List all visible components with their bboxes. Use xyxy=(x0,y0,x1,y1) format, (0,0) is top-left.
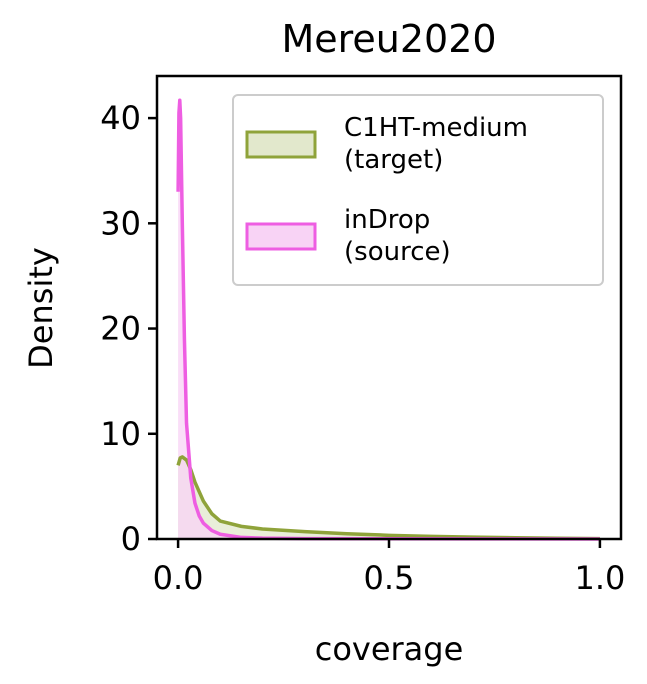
series-line-1 xyxy=(176,455,600,541)
legend-label: (target) xyxy=(344,145,443,175)
y-tick-label: 40 xyxy=(100,99,141,137)
x-tick-label: 0.5 xyxy=(364,559,415,597)
chart-title: Mereu2020 xyxy=(281,17,496,61)
axes: 0.0 0.5 1.0 0 10 20 30 40 xyxy=(100,99,625,597)
y-tick-label: 10 xyxy=(100,415,141,453)
y-tick-label: 0 xyxy=(121,520,141,558)
series-area-1 xyxy=(178,456,600,539)
y-axis-title: Density xyxy=(22,247,60,369)
y-tick-label: 30 xyxy=(100,204,141,242)
legend-label: inDrop xyxy=(344,205,430,235)
legend: C1HT-medium(target) inDrop(source) xyxy=(232,94,604,286)
legend-frame xyxy=(232,94,604,286)
legend-label: C1HT-medium xyxy=(344,113,528,143)
legend-swatch xyxy=(245,222,317,251)
x-tick-label: 0.0 xyxy=(153,559,204,597)
legend-swatch xyxy=(245,130,317,159)
y-tick-label: 20 xyxy=(100,310,141,348)
x-tick-label: 1.0 xyxy=(574,559,625,597)
x-axis-title: coverage xyxy=(315,630,464,668)
legend-label: (source) xyxy=(344,237,451,267)
